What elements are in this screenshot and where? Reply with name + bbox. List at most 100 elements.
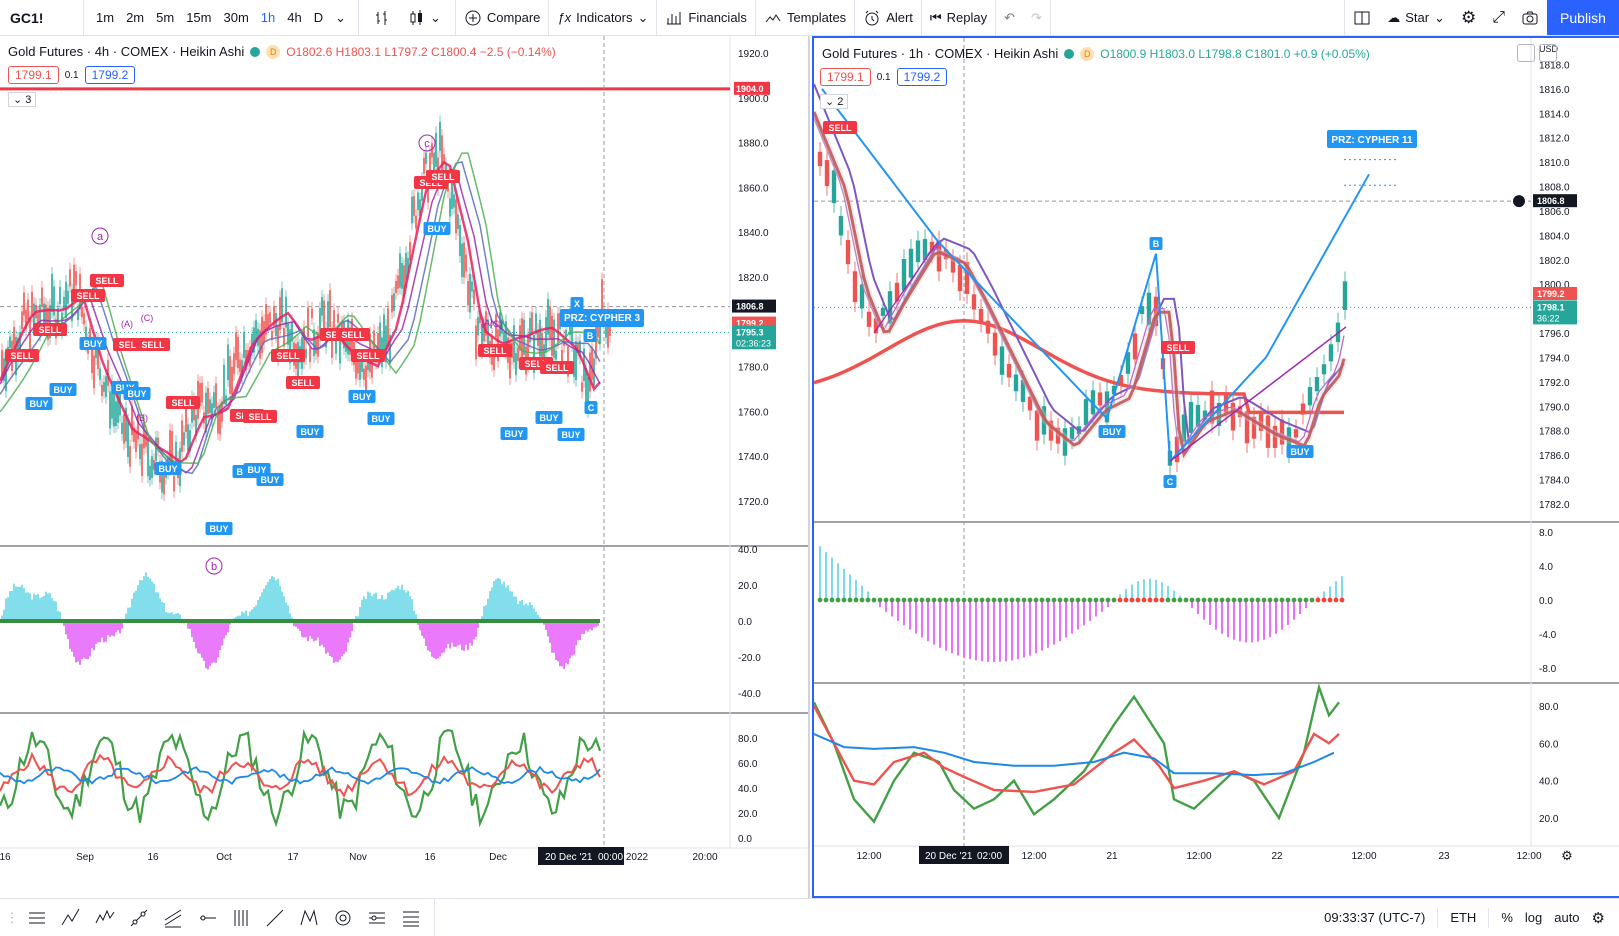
zero-dot	[1063, 597, 1069, 603]
symbol-search[interactable]: GC1!	[0, 0, 84, 35]
compare-button[interactable]: Compare	[456, 0, 550, 35]
candle-body	[964, 262, 970, 294]
add-circle-icon	[465, 10, 481, 25]
buy-signal-bg	[348, 390, 376, 403]
timeframe-1h[interactable]: 1h	[260, 10, 276, 25]
auto-scale-button[interactable]: auto	[1554, 910, 1580, 925]
templates-label: Templates	[786, 10, 847, 25]
candle-body	[141, 443, 143, 476]
osc2-tick: 20.0	[1539, 814, 1559, 825]
replay-button[interactable]: ⏮ Replay	[922, 0, 997, 35]
templates-icon	[765, 13, 781, 22]
timeframe-dropdown-chevron-icon[interactable]: ⌄	[335, 9, 347, 25]
settings-gear-icon[interactable]: ⚙	[1591, 909, 1605, 927]
measure-icon[interactable]	[364, 905, 390, 931]
chart-pane-4h[interactable]: 1920.01900.01880.01860.01840.01820.01800…	[0, 36, 810, 898]
candle-body	[513, 324, 515, 363]
timeframe-d[interactable]: D	[313, 10, 324, 25]
buy-signal: BUY	[209, 524, 228, 534]
candle-body	[271, 331, 273, 341]
chart-pane-1h[interactable]: USD 1818.0 1816.0 1814.0 1812.0 1810.0 1808.0 1…	[812, 36, 1619, 898]
indicator-collapse-toggle[interactable]: ⌄ 2	[820, 94, 849, 109]
timeframe-2m[interactable]: 2m	[126, 10, 145, 25]
time-tick: 16	[0, 852, 11, 863]
series-title[interactable]: Gold Futures · 1h · COMEX · Heikin Ashi	[822, 46, 1059, 61]
settings-button[interactable]: ⚙	[1453, 0, 1484, 35]
candle-body	[267, 314, 269, 327]
layout-button[interactable]	[1344, 0, 1379, 35]
horizontal-ray-icon[interactable]	[194, 905, 220, 931]
fib-spiral-icon[interactable]	[330, 905, 356, 931]
ray-icon[interactable]	[262, 905, 288, 931]
zero-dot	[1075, 597, 1081, 603]
candle-body	[591, 347, 593, 380]
ask-price[interactable]: 1799.2	[84, 66, 136, 84]
data-badge: D	[266, 44, 281, 59]
grip-handle-icon[interactable]: ⋮	[5, 909, 19, 925]
timeframe-15m[interactable]: 15m	[186, 10, 212, 25]
fib-levels-icon[interactable]	[398, 905, 424, 931]
xabcd-pattern-icon[interactable]	[296, 905, 322, 931]
download-icon[interactable]	[1517, 44, 1535, 62]
indicators-button[interactable]: ƒx Indicators ⌄	[549, 0, 658, 35]
series-title[interactable]: Gold Futures · 4h · COMEX · Heikin Ashi	[8, 44, 245, 59]
zero-dot	[1123, 597, 1129, 603]
templates-button[interactable]: Templates	[756, 0, 856, 35]
snapshot-button[interactable]	[1513, 0, 1547, 35]
alert-button[interactable]: Alert	[855, 0, 922, 35]
financials-button[interactable]: Financials	[657, 0, 756, 35]
session-button[interactable]: ETH	[1450, 910, 1477, 925]
ask-price[interactable]: 1799.2	[896, 68, 948, 86]
fullscreen-button[interactable]: ⤢	[1484, 0, 1513, 35]
fib-channel-icon[interactable]	[160, 905, 186, 931]
timeframe-5m[interactable]: 5m	[156, 10, 175, 25]
publish-button[interactable]: Publish	[1547, 0, 1619, 35]
zero-dot	[997, 597, 1003, 603]
chart-canvas-4h[interactable]: 1920.01900.01880.01860.01840.01820.01800…	[0, 36, 810, 898]
elliott-wave-icon[interactable]	[92, 905, 118, 931]
vertical-lines-icon[interactable]	[228, 905, 254, 931]
buy-signal-bg	[1098, 425, 1126, 438]
undo-button[interactable]: ↶	[996, 0, 1023, 35]
zero-dot	[1231, 597, 1237, 603]
candle-body	[551, 315, 553, 356]
buy-signal-bg	[296, 425, 324, 438]
chart-canvas-1h[interactable]: USD 1818.0 1816.0 1814.0 1812.0 1810.0 1808.0 1…	[814, 38, 1619, 898]
candle-body	[259, 330, 261, 359]
indicator-collapse-toggle[interactable]: ⌄ 3	[8, 92, 37, 107]
timeframe-30m[interactable]: 30m	[223, 10, 249, 25]
alarm-clock-icon	[865, 10, 879, 25]
timeframe-1m[interactable]: 1m	[96, 10, 115, 25]
star-label: Star	[1405, 10, 1430, 25]
timeframe-4h[interactable]: 4h	[287, 10, 302, 25]
candle-body	[199, 383, 201, 406]
oscillator-line	[0, 728, 602, 828]
candle-body	[1132, 333, 1138, 360]
trend-line-icon[interactable]	[126, 905, 152, 931]
lines-tool-icon[interactable]	[24, 905, 50, 931]
percent-scale-button[interactable]: %	[1501, 910, 1513, 925]
candle-body	[313, 329, 315, 357]
candle-body	[585, 367, 587, 405]
bar-style-icon[interactable]	[365, 0, 399, 35]
zero-dot	[943, 597, 949, 603]
maximize-icon[interactable]	[1539, 44, 1557, 62]
candle-body	[323, 300, 325, 332]
candle-body	[213, 392, 215, 408]
sell-signal: SELL	[276, 351, 300, 361]
candle-body	[333, 310, 335, 330]
pattern-tool-icon[interactable]	[58, 905, 84, 931]
candle-style-icon[interactable]: ⌄	[399, 0, 449, 35]
candle-body	[539, 319, 541, 357]
log-scale-button[interactable]: log	[1524, 910, 1543, 925]
osc1-tick: -4.0	[1539, 630, 1557, 641]
candle-body	[317, 332, 319, 357]
candle-body	[265, 304, 267, 335]
clock[interactable]: 09:33:37 (UTC-7)	[1324, 910, 1426, 925]
bid-price[interactable]: 1799.1	[8, 66, 59, 84]
candle-body	[503, 331, 505, 343]
star-button[interactable]: ☁ Star ⌄	[1379, 0, 1453, 35]
bid-price[interactable]: 1799.1	[820, 68, 871, 86]
candle-body	[235, 332, 237, 361]
redo-button[interactable]: ↷	[1023, 0, 1051, 35]
